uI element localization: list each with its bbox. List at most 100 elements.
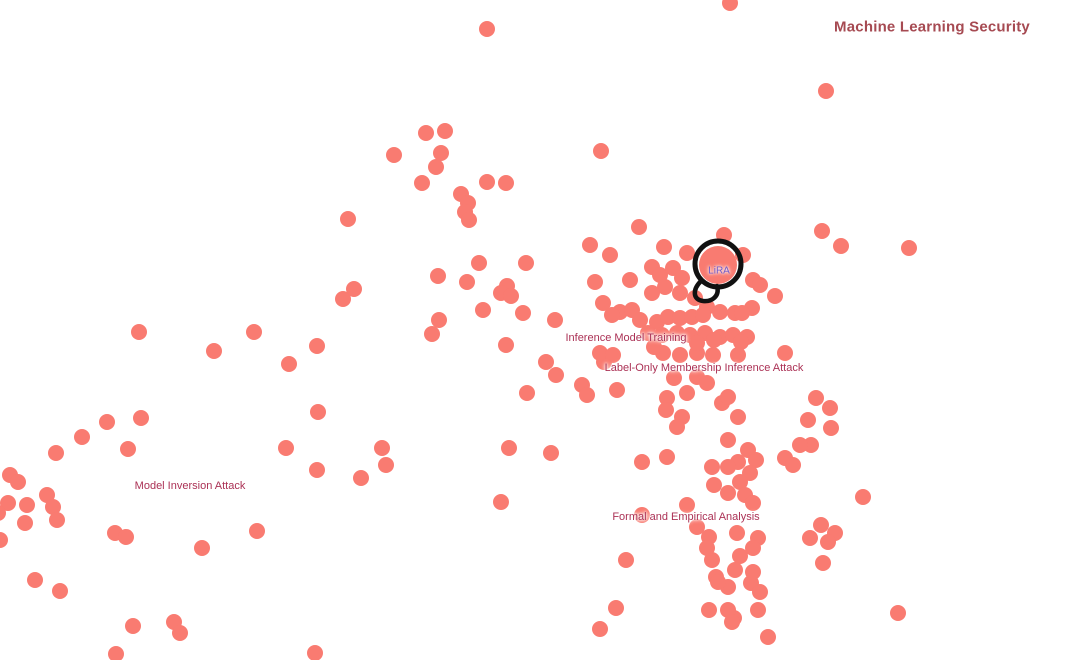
- data-point[interactable]: [669, 419, 685, 435]
- data-point[interactable]: [418, 125, 434, 141]
- data-point[interactable]: [386, 147, 402, 163]
- data-point[interactable]: [108, 646, 124, 660]
- data-point[interactable]: [720, 459, 736, 475]
- data-point[interactable]: [310, 404, 326, 420]
- data-point[interactable]: [634, 454, 650, 470]
- data-point[interactable]: [519, 385, 535, 401]
- data-point[interactable]: [515, 305, 531, 321]
- data-point[interactable]: [582, 237, 598, 253]
- data-point[interactable]: [378, 457, 394, 473]
- data-point[interactable]: [431, 312, 447, 328]
- data-point[interactable]: [335, 291, 351, 307]
- data-point[interactable]: [767, 288, 783, 304]
- data-point[interactable]: [194, 540, 210, 556]
- data-point[interactable]: [471, 255, 487, 271]
- data-point[interactable]: [813, 517, 829, 533]
- data-point[interactable]: [695, 307, 711, 323]
- data-point[interactable]: [822, 400, 838, 416]
- data-point[interactable]: [704, 552, 720, 568]
- data-point[interactable]: [730, 347, 746, 363]
- data-point[interactable]: [309, 338, 325, 354]
- data-point[interactable]: [346, 281, 362, 297]
- data-point[interactable]: [39, 487, 55, 503]
- cluster-label-formal-and-empirical-analysis[interactable]: Formal and Empirical Analysis: [612, 511, 760, 523]
- cluster-label-inference-model-training[interactable]: Inference Model Training: [565, 332, 687, 344]
- data-point[interactable]: [656, 239, 672, 255]
- data-point[interactable]: [745, 564, 761, 580]
- data-point[interactable]: [855, 489, 871, 505]
- data-point[interactable]: [609, 382, 625, 398]
- data-point[interactable]: [479, 174, 495, 190]
- data-point[interactable]: [461, 212, 477, 228]
- data-point[interactable]: [803, 437, 819, 453]
- data-point[interactable]: [720, 485, 736, 501]
- data-point[interactable]: [0, 505, 6, 521]
- data-point[interactable]: [592, 345, 608, 361]
- data-point[interactable]: [631, 219, 647, 235]
- data-point[interactable]: [206, 343, 222, 359]
- data-point[interactable]: [727, 562, 743, 578]
- data-point[interactable]: [49, 512, 65, 528]
- data-point[interactable]: [745, 540, 761, 556]
- data-point[interactable]: [733, 334, 749, 350]
- data-point[interactable]: [17, 515, 33, 531]
- data-point[interactable]: [459, 274, 475, 290]
- data-point[interactable]: [659, 449, 675, 465]
- highlighted-point-label[interactable]: LiRA: [708, 265, 730, 277]
- data-point[interactable]: [125, 618, 141, 634]
- data-point[interactable]: [587, 274, 603, 290]
- data-point[interactable]: [131, 324, 147, 340]
- data-point[interactable]: [246, 324, 262, 340]
- data-point[interactable]: [722, 0, 738, 11]
- data-point[interactable]: [493, 494, 509, 510]
- data-point[interactable]: [706, 332, 722, 348]
- data-point[interactable]: [815, 555, 831, 571]
- data-point[interactable]: [666, 370, 682, 386]
- data-point[interactable]: [602, 247, 618, 263]
- data-point[interactable]: [720, 432, 736, 448]
- cluster-label-model-inversion-attack[interactable]: Model Inversion Attack: [134, 480, 246, 492]
- data-point[interactable]: [820, 534, 836, 550]
- data-point[interactable]: [0, 495, 16, 511]
- data-point[interactable]: [120, 441, 136, 457]
- data-point[interactable]: [689, 519, 705, 535]
- data-point[interactable]: [437, 123, 453, 139]
- data-point[interactable]: [901, 240, 917, 256]
- data-point[interactable]: [814, 223, 830, 239]
- data-point[interactable]: [710, 574, 726, 590]
- data-point[interactable]: [278, 440, 294, 456]
- data-point[interactable]: [752, 277, 768, 293]
- data-point[interactable]: [679, 245, 695, 261]
- data-point[interactable]: [699, 540, 715, 556]
- data-point[interactable]: [705, 347, 721, 363]
- data-point[interactable]: [735, 247, 751, 263]
- data-point[interactable]: [414, 175, 430, 191]
- data-point[interactable]: [172, 625, 188, 641]
- data-point[interactable]: [281, 356, 297, 372]
- data-point[interactable]: [699, 375, 715, 391]
- data-point[interactable]: [10, 474, 26, 490]
- data-point[interactable]: [498, 175, 514, 191]
- data-point[interactable]: [729, 525, 745, 541]
- data-point[interactable]: [644, 285, 660, 301]
- data-point[interactable]: [750, 602, 766, 618]
- data-point[interactable]: [660, 309, 676, 325]
- data-point[interactable]: [748, 452, 764, 468]
- data-point[interactable]: [704, 459, 720, 475]
- data-point[interactable]: [133, 410, 149, 426]
- data-point[interactable]: [724, 614, 740, 630]
- data-point[interactable]: [48, 445, 64, 461]
- data-point[interactable]: [730, 409, 746, 425]
- data-point[interactable]: [632, 312, 648, 328]
- data-point[interactable]: [501, 440, 517, 456]
- data-point[interactable]: [608, 600, 624, 616]
- data-point[interactable]: [732, 474, 748, 490]
- data-point[interactable]: [785, 457, 801, 473]
- data-point[interactable]: [604, 307, 620, 323]
- data-point[interactable]: [701, 602, 717, 618]
- data-point[interactable]: [618, 552, 634, 568]
- data-point[interactable]: [706, 477, 722, 493]
- data-point[interactable]: [118, 529, 134, 545]
- data-point[interactable]: [654, 327, 670, 343]
- data-point[interactable]: [498, 337, 514, 353]
